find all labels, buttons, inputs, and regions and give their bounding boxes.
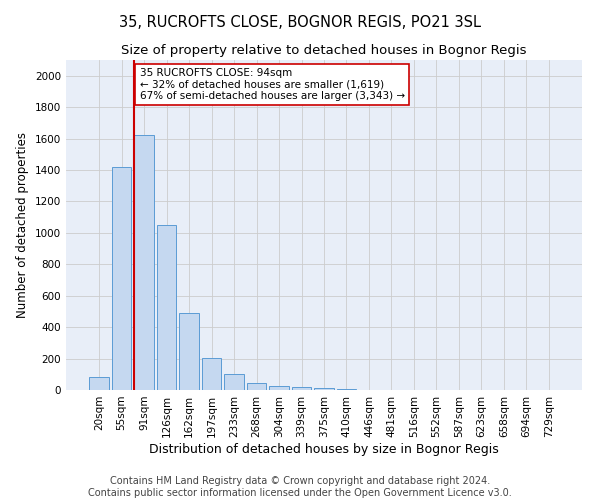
X-axis label: Distribution of detached houses by size in Bognor Regis: Distribution of detached houses by size … [149,442,499,456]
Bar [134,136,154,390]
Bar [179,313,199,390]
Bar [314,388,334,390]
Bar [269,386,289,390]
Bar [157,225,176,390]
Bar [247,383,266,390]
Bar [202,358,221,390]
Bar [89,378,109,390]
Bar [337,389,356,390]
Bar [292,387,311,390]
Text: 35, RUCROFTS CLOSE, BOGNOR REGIS, PO21 3SL: 35, RUCROFTS CLOSE, BOGNOR REGIS, PO21 3… [119,15,481,30]
Text: Contains HM Land Registry data © Crown copyright and database right 2024.
Contai: Contains HM Land Registry data © Crown c… [88,476,512,498]
Title: Size of property relative to detached houses in Bognor Regis: Size of property relative to detached ho… [121,44,527,58]
Text: 35 RUCROFTS CLOSE: 94sqm
← 32% of detached houses are smaller (1,619)
67% of sem: 35 RUCROFTS CLOSE: 94sqm ← 32% of detach… [140,68,404,101]
Bar [224,374,244,390]
Bar [112,167,131,390]
Y-axis label: Number of detached properties: Number of detached properties [16,132,29,318]
